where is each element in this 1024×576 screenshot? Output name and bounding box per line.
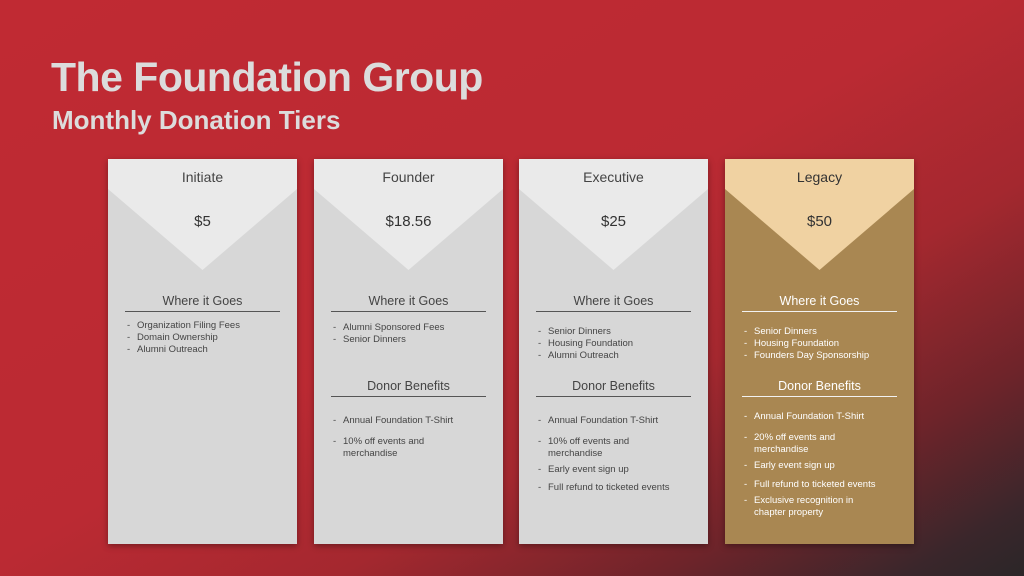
tier-card-founder: Founder $18.56 Where it Goes Alumni Spon…: [314, 159, 503, 544]
where-it-goes-list: Senior Dinners Housing Foundation Alumni…: [536, 326, 696, 362]
tier-price: $5: [194, 213, 211, 230]
list-item: Annual Foundation T-Shirt: [331, 415, 491, 427]
list-item: Alumni Outreach: [125, 344, 285, 356]
where-it-goes-list: Alumni Sponsored Fees Senior Dinners: [331, 322, 491, 346]
list-item: Senior Dinners: [536, 326, 696, 338]
where-it-goes-heading: Where it Goes: [742, 294, 897, 312]
where-it-goes-list: Senior Dinners Housing Foundation Founde…: [742, 326, 902, 362]
tier-name: Initiate: [181, 169, 224, 185]
list-item: 20% off events and merchandise: [742, 432, 864, 456]
tier-card-executive: Executive $25 Where it Goes Senior Dinne…: [519, 159, 708, 544]
list-item: 10% off events and merchandise: [536, 436, 648, 460]
where-it-goes-heading: Where it Goes: [331, 294, 486, 312]
list-item: Annual Foundation T-Shirt: [536, 415, 696, 427]
where-it-goes-heading: Where it Goes: [125, 294, 280, 312]
tier-card-initiate: Initiate $5 Where it Goes Organization F…: [108, 159, 297, 544]
tier-name: Legacy: [796, 169, 843, 185]
list-item: Annual Foundation T-Shirt: [742, 411, 902, 423]
list-item: Early event sign up: [742, 460, 902, 472]
donor-benefits-list: Annual Foundation T-Shirt 10% off events…: [331, 415, 491, 460]
tier-price: $50: [806, 213, 833, 230]
tier-price: $18.56: [385, 213, 432, 230]
tier-price: $25: [600, 213, 627, 230]
where-it-goes-heading: Where it Goes: [536, 294, 691, 312]
donor-benefits-heading: Donor Benefits: [742, 379, 897, 397]
list-item: Alumni Outreach: [536, 350, 696, 362]
page-subtitle: Monthly Donation Tiers: [52, 105, 341, 135]
tier-name: Executive: [583, 169, 644, 185]
list-item: Senior Dinners: [742, 326, 902, 338]
card-header-chevron: [314, 159, 503, 270]
card-header-chevron: [725, 159, 914, 270]
tier-name: Founder: [382, 169, 435, 185]
where-it-goes-list: Organization Filing Fees Domain Ownershi…: [125, 320, 285, 356]
list-item: Senior Dinners: [331, 334, 491, 346]
list-item: Housing Foundation: [536, 338, 696, 350]
list-item: Founders Day Sponsorship: [742, 350, 902, 362]
list-item: 10% off events and merchandise: [331, 436, 443, 460]
list-item: Alumni Sponsored Fees: [331, 322, 491, 334]
list-item: Organization Filing Fees: [125, 320, 285, 332]
list-item: Early event sign up: [536, 464, 696, 476]
donor-benefits-heading: Donor Benefits: [536, 379, 691, 397]
list-item: Full refund to ticketed events: [536, 482, 696, 494]
list-item: Domain Ownership: [125, 332, 285, 344]
donor-benefits-heading: Donor Benefits: [331, 379, 486, 397]
donor-benefits-list: Annual Foundation T-Shirt 10% off events…: [536, 415, 696, 494]
list-item: Housing Foundation: [742, 338, 902, 350]
card-header-chevron: [108, 159, 297, 270]
tier-card-legacy: Legacy $50 Where it Goes Senior Dinners …: [725, 159, 914, 544]
donor-benefits-list: Annual Foundation T-Shirt 20% off events…: [742, 411, 902, 519]
list-item: Full refund to ticketed events: [742, 479, 902, 491]
page-title: The Foundation Group: [51, 54, 483, 100]
list-item: Exclusive recognition in chapter propert…: [742, 495, 874, 519]
card-header-chevron: [519, 159, 708, 270]
